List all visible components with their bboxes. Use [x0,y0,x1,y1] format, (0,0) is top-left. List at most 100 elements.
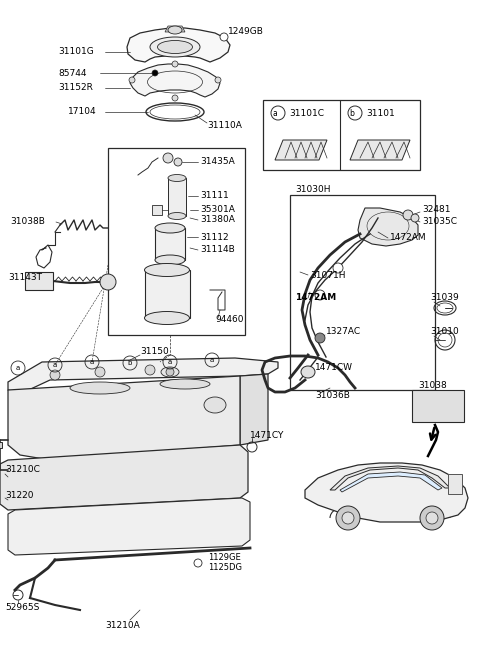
Text: b: b [349,108,354,117]
Circle shape [315,290,325,300]
Text: 94460: 94460 [215,315,243,324]
Text: 1471CW: 1471CW [315,363,353,373]
Ellipse shape [168,175,186,182]
Text: 31101G: 31101G [58,47,94,56]
Text: 31110A: 31110A [207,121,242,130]
Circle shape [172,61,178,67]
Ellipse shape [204,397,226,413]
Text: a: a [273,108,277,117]
Polygon shape [127,28,230,62]
Ellipse shape [150,37,200,57]
Text: 31101C: 31101C [289,108,324,117]
FancyBboxPatch shape [145,270,190,318]
Polygon shape [0,445,248,510]
Ellipse shape [155,255,185,265]
Circle shape [152,70,158,76]
Text: 31210A: 31210A [105,620,140,630]
FancyBboxPatch shape [0,442,2,448]
Circle shape [100,274,116,290]
Text: a: a [210,357,214,363]
Circle shape [129,77,135,83]
FancyBboxPatch shape [448,474,462,494]
Text: 31036B: 31036B [315,391,350,400]
Circle shape [420,506,444,530]
Text: 31220: 31220 [5,491,34,500]
Text: 35301A: 35301A [200,206,235,215]
Text: 1249GB: 1249GB [228,27,264,36]
Ellipse shape [301,366,315,378]
Polygon shape [330,466,450,490]
Text: a: a [168,359,172,365]
Ellipse shape [144,263,190,276]
Circle shape [411,214,419,222]
Circle shape [163,153,173,163]
Text: 1327AC: 1327AC [326,328,361,336]
Text: 31114B: 31114B [200,245,235,254]
Text: a: a [53,362,57,368]
Circle shape [145,365,155,375]
Text: 1472AM: 1472AM [390,234,427,243]
Text: 31039: 31039 [430,293,459,302]
Circle shape [220,33,228,41]
Text: 31143T: 31143T [8,273,42,282]
FancyBboxPatch shape [155,228,185,260]
FancyBboxPatch shape [25,272,53,290]
Circle shape [172,95,178,101]
Circle shape [50,370,60,380]
Text: a: a [16,365,20,371]
Polygon shape [340,472,442,492]
Text: 85744: 85744 [58,69,86,77]
Ellipse shape [161,367,179,377]
Text: 31101: 31101 [366,108,395,117]
Polygon shape [165,26,185,32]
Text: 1472AM: 1472AM [295,293,336,302]
Polygon shape [358,208,418,246]
Text: 31038B: 31038B [10,217,45,227]
Text: 31112: 31112 [200,232,228,241]
Ellipse shape [144,312,190,324]
Ellipse shape [70,382,130,394]
Circle shape [166,368,174,376]
Polygon shape [152,205,162,215]
Text: 31152R: 31152R [58,84,93,93]
Text: 1125DG: 1125DG [208,563,242,572]
Circle shape [336,506,360,530]
FancyBboxPatch shape [412,390,464,422]
Text: 31035C: 31035C [422,217,457,227]
Circle shape [95,367,105,377]
Text: 31030H: 31030H [295,186,331,195]
Text: 52965S: 52965S [5,604,39,613]
Text: b: b [128,360,132,366]
Text: 1129GE: 1129GE [208,554,241,563]
Circle shape [403,210,413,220]
Circle shape [174,158,182,166]
Polygon shape [275,140,327,160]
Polygon shape [130,64,220,97]
Circle shape [342,512,354,524]
FancyBboxPatch shape [168,178,186,216]
Text: a: a [90,359,94,365]
Ellipse shape [168,26,182,34]
Text: 31380A: 31380A [200,215,235,225]
Circle shape [426,512,438,524]
Circle shape [215,77,221,83]
Polygon shape [305,463,468,522]
Ellipse shape [157,40,192,53]
Ellipse shape [160,379,210,389]
Circle shape [315,333,325,343]
Text: 31038: 31038 [418,382,447,391]
Text: 1471CY: 1471CY [250,430,284,439]
Polygon shape [350,140,410,160]
Text: 31150: 31150 [140,347,169,356]
Polygon shape [8,498,250,555]
Ellipse shape [155,223,185,233]
Text: 31210C: 31210C [5,465,40,474]
Text: 17104: 17104 [68,108,96,117]
Polygon shape [240,374,268,445]
Polygon shape [8,376,240,460]
Text: 32481: 32481 [422,206,451,215]
Text: 31010: 31010 [430,328,459,336]
Text: 31435A: 31435A [200,158,235,167]
Circle shape [333,263,343,273]
Text: 31111: 31111 [200,191,229,201]
